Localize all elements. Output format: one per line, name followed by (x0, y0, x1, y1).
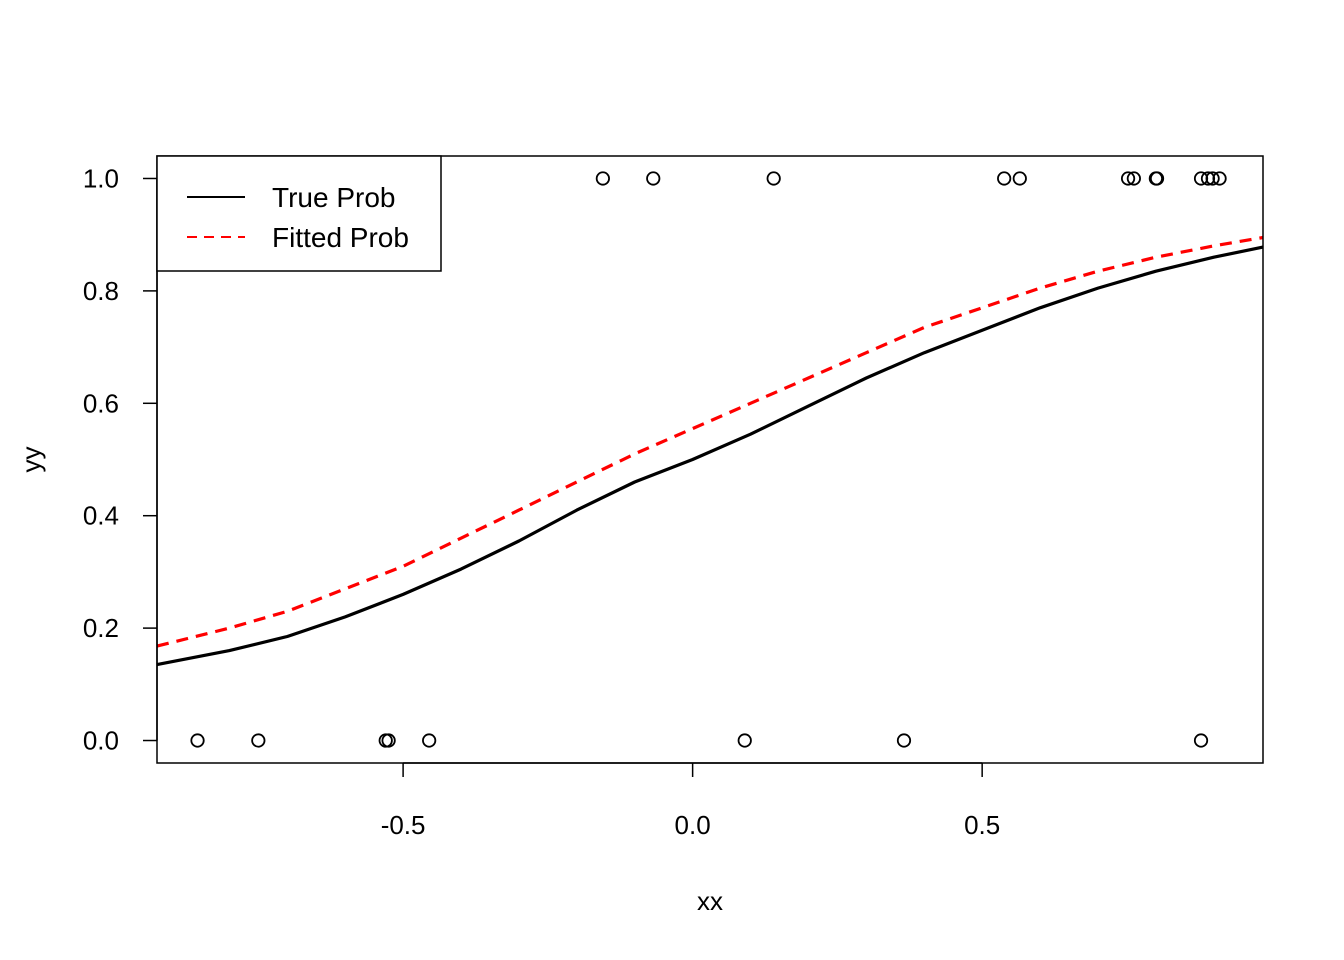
y-tick-label: 1.0 (83, 163, 119, 193)
y-axis-title: yy (16, 447, 46, 473)
data-point (896, 733, 912, 748)
data-point (1205, 171, 1220, 186)
data-point (251, 733, 266, 748)
data-point (1193, 733, 1209, 748)
series-line-true-prob (156, 245, 1264, 667)
legend: True Prob Fitted Prob (156, 155, 442, 272)
y-tick-label: 0.0 (83, 726, 119, 756)
data-point (595, 171, 610, 186)
points-layer (190, 171, 1227, 748)
data-point (1120, 171, 1136, 186)
x-tick-label: 0.0 (675, 810, 711, 840)
legend-box (156, 155, 442, 272)
x-tick-label: -0.5 (381, 810, 426, 840)
x-tick-label: 0.5 (964, 810, 1000, 840)
data-point (422, 733, 437, 748)
data-point (1012, 171, 1027, 186)
data-point (646, 171, 661, 186)
series-layer (156, 235, 1264, 667)
y-tick-label: 0.6 (83, 388, 119, 418)
data-point (1149, 171, 1165, 186)
data-point (1126, 171, 1141, 186)
data-point (381, 733, 396, 748)
data-point (1212, 171, 1227, 186)
data-point (737, 733, 752, 748)
data-point (190, 733, 205, 748)
x-axis: -0.5 0.0 0.5 (381, 762, 1000, 840)
series-line-fitted-prob (156, 235, 1264, 648)
legend-label: True Prob (272, 182, 395, 213)
y-tick-label: 0.8 (83, 276, 119, 306)
x-axis-title: xx (697, 886, 723, 916)
data-point (766, 171, 781, 186)
data-point (997, 171, 1012, 186)
y-tick-label: 0.2 (83, 613, 119, 643)
legend-label: Fitted Prob (272, 222, 409, 253)
y-axis: 0.0 0.2 0.4 0.6 0.8 1.0 (83, 163, 158, 756)
y-tick-label: 0.4 (83, 501, 119, 531)
